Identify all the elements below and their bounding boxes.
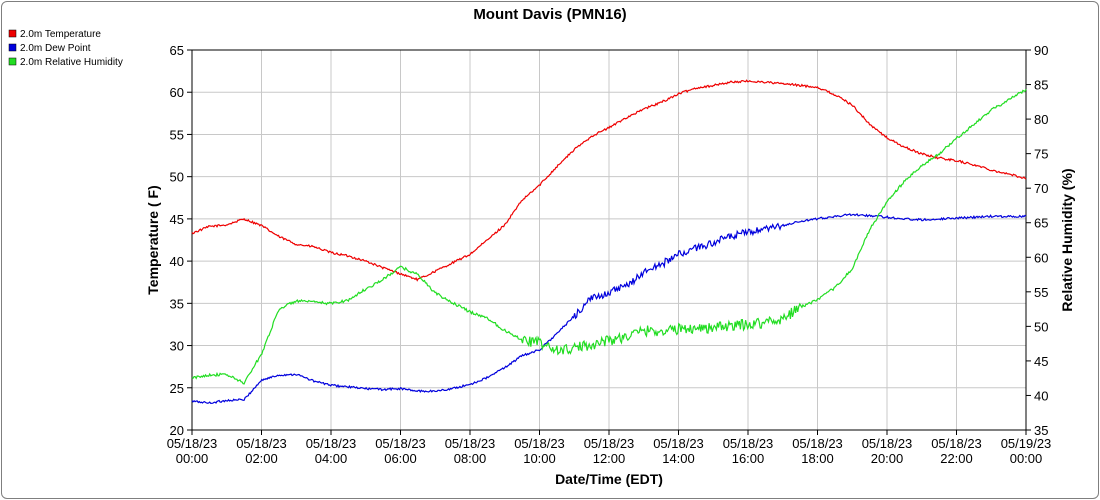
legend-swatch <box>8 57 17 66</box>
y-right-tick-label: 35 <box>1034 423 1048 438</box>
x-tick-label-time: 14:00 <box>662 451 695 466</box>
x-tick-label-time: 12:00 <box>593 451 626 466</box>
x-tick-label-time: 22:00 <box>940 451 973 466</box>
y-left-tick-label: 55 <box>170 127 184 142</box>
x-tick-label-time: 00:00 <box>1010 451 1043 466</box>
y-axis-title-left: Temperature ( F) <box>145 185 161 294</box>
y-left-tick-label: 50 <box>170 170 184 185</box>
chart-title: Mount Davis (PMN16) <box>473 6 626 23</box>
x-tick-label-date: 05/18/23 <box>653 436 704 451</box>
y-right-tick-label: 55 <box>1034 285 1048 300</box>
legend: 2.0m Temperature 2.0m Dew Point 2.0m Relat… <box>8 29 123 68</box>
x-tick-label-date: 05/18/23 <box>514 436 565 451</box>
legend-label: 2.0m Dew Point <box>20 43 91 54</box>
x-tick-label-time: 10:00 <box>523 451 556 466</box>
y-left-tick-label: 60 <box>170 85 184 100</box>
y-left-tick-label: 65 <box>170 43 184 58</box>
tick-labels: 05/18/2300:0005/18/2302:0005/18/2304:000… <box>167 43 1052 466</box>
series-line-3 <box>191 88 1027 385</box>
y-left-tick-label: 40 <box>170 254 184 269</box>
y-right-tick-label: 40 <box>1034 388 1048 403</box>
series-line-1 <box>191 79 1027 282</box>
y-left-tick-label: 20 <box>170 423 184 438</box>
x-tick-label-date: 05/18/23 <box>306 436 357 451</box>
x-tick-label-date: 05/18/23 <box>723 436 774 451</box>
x-tick-label-time: 20:00 <box>871 451 904 466</box>
y-axis-title-right: Relative Humidity (%) <box>1059 168 1075 311</box>
x-axis-title: Date/Time (EDT) <box>555 471 663 487</box>
y-right-tick-label: 85 <box>1034 78 1048 93</box>
x-tick-label-time: 04:00 <box>315 451 348 466</box>
x-tick-label-date: 05/18/23 <box>931 436 982 451</box>
y-right-tick-label: 65 <box>1034 216 1048 231</box>
y-right-tick-label: 80 <box>1034 112 1048 127</box>
x-tick-label-time: 08:00 <box>454 451 487 466</box>
y-left-tick-label: 30 <box>170 339 184 354</box>
x-tick-label-time: 02:00 <box>245 451 278 466</box>
y-right-tick-label: 50 <box>1034 319 1048 334</box>
x-tick-label-time: 18:00 <box>801 451 834 466</box>
x-tick-label-date: 05/18/23 <box>375 436 426 451</box>
x-tick-label-time: 16:00 <box>732 451 765 466</box>
x-tick-label-time: 00:00 <box>176 451 209 466</box>
x-tick-label-date: 05/18/23 <box>167 436 218 451</box>
legend-swatch <box>8 29 17 38</box>
y-left-tick-label: 35 <box>170 296 184 311</box>
y-right-tick-label: 90 <box>1034 43 1048 58</box>
series-line-2 <box>191 213 1027 405</box>
grid <box>191 49 1027 431</box>
y-left-tick-label: 45 <box>170 212 184 227</box>
x-tick-label-date: 05/18/23 <box>445 436 496 451</box>
series-lines <box>191 79 1027 405</box>
y-right-tick-label: 75 <box>1034 147 1048 162</box>
x-tick-label-date: 05/19/23 <box>1001 436 1052 451</box>
x-tick-label-time: 06:00 <box>384 451 417 466</box>
x-tick-label-date: 05/18/23 <box>236 436 287 451</box>
axes <box>187 49 1031 435</box>
plot-area-border <box>191 49 1027 431</box>
legend-label: 2.0m Temperature <box>20 29 101 40</box>
x-tick-label-date: 05/18/23 <box>584 436 635 451</box>
y-left-tick-label: 25 <box>170 381 184 396</box>
legend-swatch <box>8 43 17 52</box>
y-right-tick-label: 70 <box>1034 181 1048 196</box>
legend-label: 2.0m Relative Humidity <box>20 57 123 68</box>
x-tick-label-date: 05/18/23 <box>792 436 843 451</box>
y-right-tick-label: 60 <box>1034 250 1048 265</box>
x-tick-label-date: 05/18/23 <box>862 436 913 451</box>
y-right-tick-label: 45 <box>1034 354 1048 369</box>
